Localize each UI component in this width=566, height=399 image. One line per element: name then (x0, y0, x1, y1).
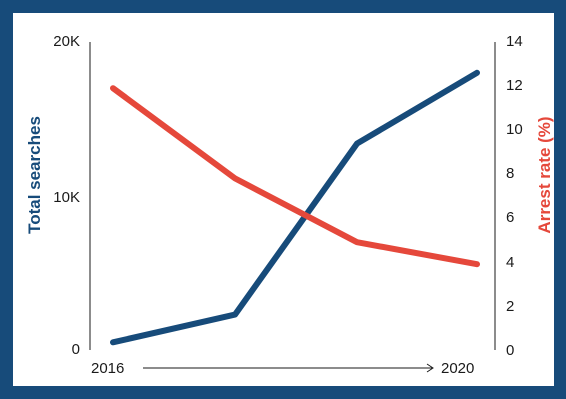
series-line-arrest-rate (110, 85, 480, 268)
right-tick-label: 8 (506, 165, 514, 182)
chart-panel (13, 13, 554, 386)
right-tick-label: 6 (506, 209, 514, 226)
left-tick-label: 0 (72, 341, 80, 358)
x-arrowhead (426, 363, 434, 373)
right-tick-label: 4 (506, 254, 514, 271)
right-tick-label: 0 (506, 342, 514, 359)
right-tick-label: 14 (506, 33, 523, 50)
right-tick-label: 10 (506, 121, 523, 138)
left-tick-label: 10K (53, 189, 80, 206)
series-line-total-searches (110, 69, 480, 346)
x-start-label: 2016 (91, 360, 124, 377)
right-tick-label: 12 (506, 77, 523, 94)
right-axis-title: Arrest rate (%) (535, 116, 554, 233)
x-end-label: 2020 (441, 360, 474, 377)
left-axis-title: Total searches (25, 116, 44, 234)
right-tick-label: 2 (506, 298, 514, 315)
left-tick-label: 20K (53, 33, 80, 50)
